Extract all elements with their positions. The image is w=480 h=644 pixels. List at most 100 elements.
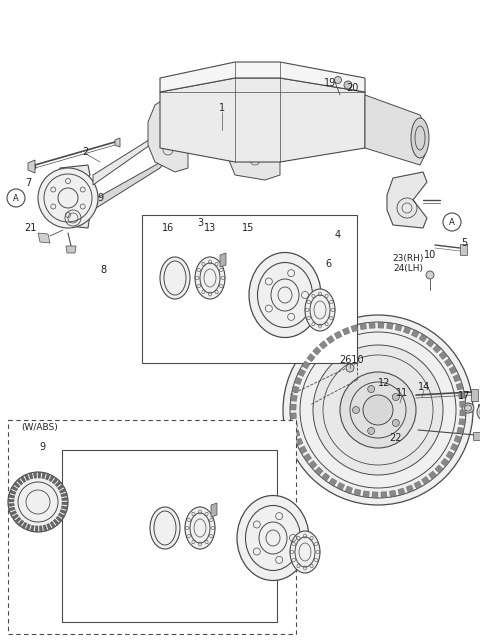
Text: c: c bbox=[296, 507, 300, 513]
Text: 18: 18 bbox=[282, 255, 294, 265]
Text: 15: 15 bbox=[209, 468, 221, 478]
Polygon shape bbox=[53, 519, 59, 526]
Polygon shape bbox=[35, 526, 38, 532]
Polygon shape bbox=[15, 517, 21, 523]
Polygon shape bbox=[298, 368, 306, 377]
Text: 2: 2 bbox=[82, 147, 88, 157]
Circle shape bbox=[313, 345, 443, 475]
Ellipse shape bbox=[185, 507, 215, 549]
Polygon shape bbox=[60, 488, 66, 493]
Polygon shape bbox=[93, 128, 168, 185]
Text: 19: 19 bbox=[324, 78, 336, 88]
Polygon shape bbox=[295, 438, 303, 446]
Polygon shape bbox=[8, 503, 14, 507]
Bar bbox=[142, 215, 357, 363]
Text: c: c bbox=[308, 320, 312, 327]
Polygon shape bbox=[12, 514, 19, 520]
Polygon shape bbox=[363, 491, 370, 498]
Polygon shape bbox=[369, 322, 375, 328]
Polygon shape bbox=[115, 138, 120, 147]
Text: 10: 10 bbox=[424, 250, 436, 260]
Polygon shape bbox=[450, 443, 458, 451]
Polygon shape bbox=[441, 458, 449, 466]
Polygon shape bbox=[60, 509, 67, 514]
Text: 16: 16 bbox=[162, 223, 174, 233]
Polygon shape bbox=[220, 253, 226, 267]
Ellipse shape bbox=[249, 252, 321, 337]
Text: 4: 4 bbox=[335, 230, 341, 240]
Polygon shape bbox=[66, 246, 76, 253]
Polygon shape bbox=[354, 489, 361, 496]
Ellipse shape bbox=[150, 507, 180, 549]
Polygon shape bbox=[471, 389, 478, 401]
Polygon shape bbox=[55, 481, 61, 487]
Polygon shape bbox=[18, 520, 24, 526]
Text: 1: 1 bbox=[219, 103, 225, 113]
Polygon shape bbox=[336, 482, 345, 490]
Polygon shape bbox=[8, 499, 14, 502]
Circle shape bbox=[352, 406, 360, 413]
Circle shape bbox=[426, 271, 434, 279]
Polygon shape bbox=[329, 478, 337, 486]
Polygon shape bbox=[8, 494, 15, 498]
Polygon shape bbox=[291, 421, 298, 428]
Polygon shape bbox=[22, 522, 27, 529]
Text: 23(RH): 23(RH) bbox=[392, 254, 424, 263]
Polygon shape bbox=[211, 503, 217, 517]
Polygon shape bbox=[292, 386, 299, 393]
Polygon shape bbox=[309, 460, 317, 469]
Polygon shape bbox=[24, 474, 29, 480]
Polygon shape bbox=[10, 490, 16, 495]
Ellipse shape bbox=[462, 403, 474, 413]
Ellipse shape bbox=[290, 531, 320, 573]
Ellipse shape bbox=[305, 289, 335, 331]
Polygon shape bbox=[460, 244, 467, 255]
Text: 3: 3 bbox=[145, 453, 151, 463]
Text: 9: 9 bbox=[39, 442, 45, 452]
Polygon shape bbox=[453, 374, 461, 382]
Text: c: c bbox=[308, 263, 312, 270]
Polygon shape bbox=[387, 172, 427, 228]
Polygon shape bbox=[381, 491, 387, 498]
Text: 17: 17 bbox=[458, 391, 470, 401]
Text: (W/ABS): (W/ABS) bbox=[22, 422, 59, 431]
Polygon shape bbox=[290, 395, 297, 401]
Text: 18: 18 bbox=[252, 513, 264, 523]
Polygon shape bbox=[56, 516, 62, 522]
Polygon shape bbox=[302, 361, 310, 369]
Ellipse shape bbox=[411, 118, 429, 158]
Polygon shape bbox=[334, 258, 344, 264]
Polygon shape bbox=[315, 467, 323, 475]
Polygon shape bbox=[460, 410, 466, 416]
Ellipse shape bbox=[195, 257, 225, 299]
Text: 6: 6 bbox=[325, 259, 331, 269]
Polygon shape bbox=[319, 341, 327, 349]
Circle shape bbox=[392, 393, 399, 401]
Text: 16: 16 bbox=[142, 478, 154, 488]
Polygon shape bbox=[459, 419, 466, 425]
Polygon shape bbox=[372, 492, 378, 498]
Polygon shape bbox=[14, 482, 20, 488]
Text: 20: 20 bbox=[346, 83, 358, 93]
Polygon shape bbox=[429, 471, 437, 479]
Polygon shape bbox=[62, 502, 68, 505]
Polygon shape bbox=[395, 324, 402, 331]
Text: 13: 13 bbox=[204, 223, 216, 233]
Polygon shape bbox=[478, 404, 480, 414]
Circle shape bbox=[329, 274, 337, 282]
Polygon shape bbox=[33, 472, 37, 478]
Polygon shape bbox=[378, 322, 384, 328]
Polygon shape bbox=[9, 507, 15, 511]
Polygon shape bbox=[446, 451, 454, 459]
Polygon shape bbox=[449, 366, 457, 374]
Text: A: A bbox=[449, 218, 455, 227]
Text: 7: 7 bbox=[25, 178, 31, 188]
Polygon shape bbox=[303, 453, 312, 462]
Polygon shape bbox=[454, 435, 462, 443]
Circle shape bbox=[363, 395, 393, 425]
Polygon shape bbox=[342, 327, 350, 335]
Polygon shape bbox=[322, 473, 330, 481]
Circle shape bbox=[335, 77, 341, 84]
Polygon shape bbox=[58, 484, 64, 490]
Text: 3: 3 bbox=[197, 218, 203, 228]
